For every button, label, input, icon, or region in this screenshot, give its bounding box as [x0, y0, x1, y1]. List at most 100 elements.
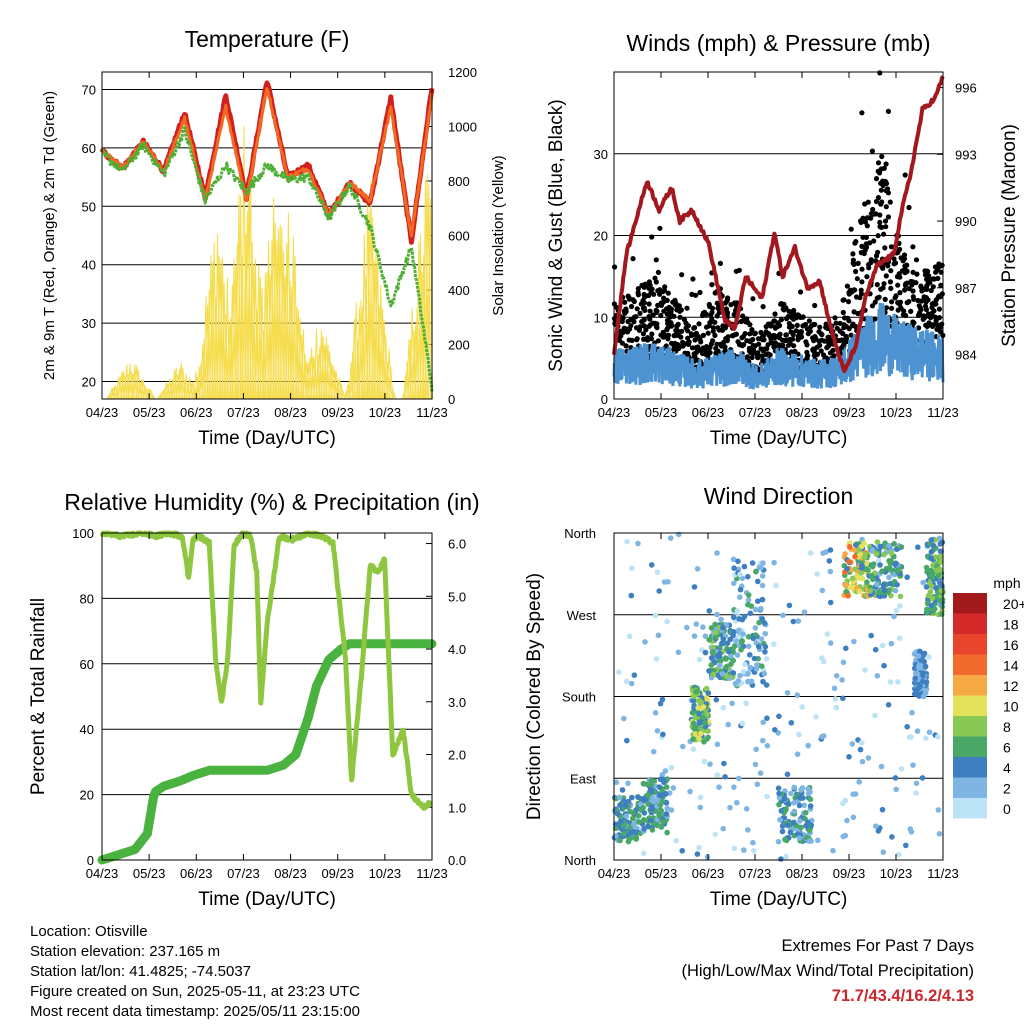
dir-point: [867, 588, 874, 594]
dir-point: [668, 807, 675, 813]
dir-point: [842, 551, 848, 557]
gust-point: [879, 153, 885, 160]
dir-point: [714, 611, 720, 618]
gust-point: [709, 282, 715, 288]
gust-point: [623, 343, 629, 349]
gust-point: [791, 316, 797, 322]
gust-point: [848, 287, 854, 293]
gust-point: [873, 211, 879, 217]
dir-point: [881, 662, 887, 669]
gust-point: [679, 328, 685, 334]
dir-point: [635, 540, 641, 547]
solar-spike: [183, 374, 189, 400]
dir-point: [778, 856, 784, 862]
dir-point: [655, 632, 662, 639]
dir-point: [696, 735, 702, 742]
legend-swatch: [953, 777, 987, 798]
gust-point: [937, 329, 944, 335]
gust-point: [641, 317, 647, 323]
gust-point: [755, 350, 761, 356]
gust-point: [850, 251, 856, 257]
dir-point: [864, 579, 870, 585]
dir-point: [826, 558, 833, 564]
gust-point: [929, 301, 935, 307]
gust-point: [893, 293, 899, 299]
gust-point: [882, 296, 888, 302]
dir-point: [701, 739, 707, 745]
dir-point: [659, 696, 666, 703]
dir-point: [807, 789, 813, 795]
solar-spike: [328, 362, 334, 400]
dir-point: [738, 647, 744, 653]
extremes-title: Extremes For Past 7 Days: [781, 937, 974, 955]
dir-point: [629, 565, 635, 571]
dir-point: [714, 550, 720, 556]
dir-point: [912, 675, 918, 682]
dir-point: [731, 629, 737, 635]
rh-ytick-label: 80: [80, 591, 94, 606]
gust-point: [911, 320, 917, 326]
legend-label: 20+: [1003, 596, 1024, 612]
dir-point: [755, 598, 761, 604]
gust-point: [771, 332, 777, 339]
dir-point: [728, 653, 734, 659]
gust-point: [660, 289, 666, 295]
dir-point: [773, 582, 779, 589]
dir-point: [794, 692, 801, 698]
dir-point: [775, 785, 782, 791]
dir-point: [623, 813, 630, 819]
gust-point: [926, 273, 932, 279]
dir-point: [737, 571, 743, 578]
gust-point: [634, 336, 640, 342]
dir-point: [928, 602, 934, 609]
gust-point: [840, 309, 846, 316]
dir-point: [878, 763, 885, 770]
gust-point: [709, 305, 716, 311]
gust-point: [818, 348, 824, 354]
dir-point: [795, 618, 802, 624]
gust-point: [920, 316, 926, 322]
gust-point: [873, 176, 880, 182]
solar-spike: [125, 374, 131, 400]
solar-spike: [231, 258, 237, 400]
gust-point: [664, 297, 670, 303]
gust-point: [790, 332, 796, 338]
dir-point: [935, 572, 942, 578]
dir-point: [705, 728, 711, 734]
dir-point: [749, 560, 756, 566]
dir-point: [675, 649, 682, 656]
gust-point: [807, 328, 814, 334]
solar-spike: [297, 317, 303, 400]
dir-point: [652, 612, 659, 619]
dir-point: [898, 766, 905, 772]
rh-xlabel: Time (Day/UTC): [198, 889, 336, 910]
gust-point: [883, 204, 889, 210]
dir-point: [799, 704, 805, 710]
gust-point: [800, 314, 806, 320]
gust-point: [922, 303, 929, 309]
dir-point: [830, 847, 836, 854]
dir-point: [705, 690, 712, 696]
dir-point: [887, 679, 894, 685]
solar-spike: [257, 277, 263, 400]
gust-point: [631, 319, 637, 325]
dir-point: [895, 679, 901, 685]
gust-point: [935, 267, 941, 273]
dir-point: [706, 608, 713, 614]
gust-point: [722, 325, 729, 331]
dir-point: [882, 540, 888, 546]
dir-point: [691, 725, 697, 732]
solar-spike: [167, 378, 173, 400]
dir-point: [664, 829, 670, 836]
dir-point: [791, 808, 798, 815]
gust-point: [873, 198, 880, 205]
dir-point: [770, 641, 777, 647]
dir-point: [755, 643, 762, 650]
extremes-subtitle: (High/Low/Max Wind/Total Precipitation): [681, 962, 974, 980]
dir-point: [832, 696, 839, 702]
gust-point: [733, 268, 739, 274]
dir-point: [690, 746, 697, 752]
dir-point: [935, 734, 941, 740]
dir-point: [691, 584, 698, 590]
gust-point: [669, 322, 675, 328]
